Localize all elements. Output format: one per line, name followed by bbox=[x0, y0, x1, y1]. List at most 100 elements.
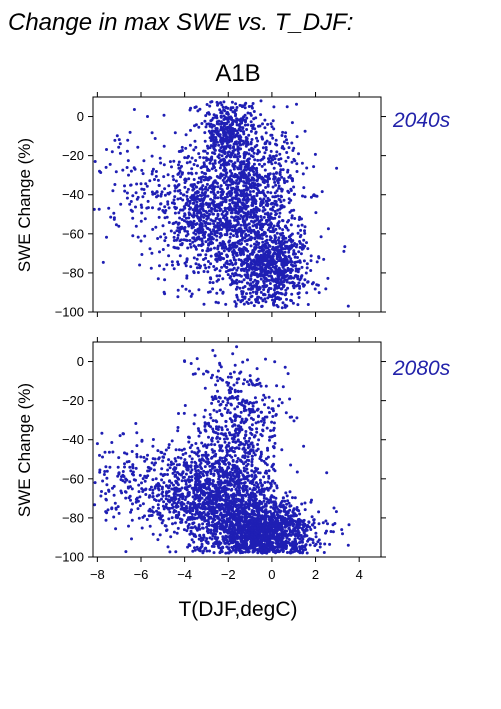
scatter-point bbox=[250, 201, 254, 205]
scatter-point bbox=[156, 178, 160, 182]
scatter-point bbox=[212, 141, 216, 145]
scatter-point bbox=[237, 210, 241, 214]
scatter-point bbox=[282, 517, 286, 520]
scatter-point bbox=[161, 224, 165, 228]
scatter-point bbox=[190, 460, 194, 464]
scatter-point bbox=[154, 170, 158, 173]
scatter-point bbox=[295, 506, 299, 509]
scatter-point bbox=[303, 129, 307, 133]
scatter-point bbox=[218, 217, 222, 221]
scatter-point bbox=[252, 162, 256, 166]
scatter-point bbox=[259, 257, 263, 261]
scatter-point bbox=[183, 181, 187, 185]
scatter-point bbox=[229, 283, 233, 287]
scatter-point bbox=[309, 528, 313, 531]
scatter-point bbox=[241, 286, 245, 290]
scatter-point bbox=[269, 191, 273, 195]
scatter-point bbox=[269, 258, 273, 261]
scatter-point bbox=[262, 181, 266, 185]
scatter-point bbox=[184, 178, 188, 182]
scatter-point bbox=[268, 142, 272, 146]
scatter-point bbox=[217, 540, 221, 544]
scatter-point bbox=[244, 163, 248, 167]
scatter-point bbox=[273, 209, 277, 213]
scatter-point bbox=[176, 233, 180, 237]
scatter-point bbox=[305, 241, 308, 245]
scatter-point bbox=[271, 205, 275, 209]
y-tick-labels-2040s: 0−20−40−60−80−100 bbox=[55, 109, 84, 319]
scatter-point bbox=[129, 200, 133, 203]
scatter-point bbox=[272, 503, 276, 507]
scatter-point bbox=[262, 253, 265, 257]
scatter-point bbox=[278, 257, 282, 261]
scatter-point bbox=[233, 216, 236, 220]
scatter-point bbox=[175, 229, 179, 233]
scatter-point bbox=[286, 228, 290, 232]
scatter-point bbox=[255, 194, 259, 197]
scatter-point bbox=[176, 189, 180, 193]
scatter-point bbox=[272, 303, 276, 307]
scatter-point bbox=[261, 263, 265, 267]
scatter-point bbox=[167, 184, 171, 188]
scatter-point bbox=[257, 241, 261, 245]
scatter-point bbox=[273, 180, 277, 184]
scatter-point bbox=[232, 258, 236, 262]
scatter-point bbox=[200, 213, 204, 217]
scatter-point bbox=[206, 260, 210, 263]
scatter-point bbox=[231, 182, 235, 186]
scatter-point bbox=[213, 159, 217, 163]
scatter-point bbox=[123, 184, 126, 188]
scatter-point bbox=[258, 197, 262, 201]
scatter-point bbox=[185, 274, 189, 278]
scatter-point bbox=[283, 303, 287, 307]
scatter-point bbox=[273, 500, 277, 504]
scatter-point bbox=[241, 262, 245, 266]
scatter-point bbox=[259, 296, 263, 300]
scatter-point bbox=[187, 154, 190, 158]
scatter-point bbox=[200, 194, 204, 198]
scatter-point bbox=[248, 215, 252, 219]
scatter-point bbox=[261, 122, 264, 126]
scatter-point bbox=[263, 481, 267, 484]
scatter-point bbox=[251, 155, 255, 159]
scatter-point bbox=[290, 216, 294, 220]
period-label-2080s: 2080s bbox=[392, 357, 451, 380]
scatter-point bbox=[230, 278, 234, 282]
scatter-point bbox=[300, 539, 304, 543]
scatter-point bbox=[167, 221, 171, 224]
scatter-point bbox=[259, 99, 263, 103]
scatter-point bbox=[291, 280, 295, 284]
scatter-point bbox=[231, 253, 235, 257]
scatter-point bbox=[260, 237, 264, 241]
scatter-point bbox=[234, 229, 238, 233]
scatter-point bbox=[236, 221, 240, 225]
scatter-point bbox=[272, 224, 276, 228]
scatter-point bbox=[274, 277, 278, 281]
scatter-point bbox=[209, 218, 213, 222]
scatter-point bbox=[312, 193, 316, 197]
panel-2040s: 2040s SWE Change (%) 0−20−40−60−80−100 bbox=[15, 92, 451, 320]
scatter-point bbox=[194, 262, 198, 266]
scatter-point bbox=[211, 287, 215, 291]
scatter-point bbox=[264, 186, 268, 189]
scatter-point bbox=[254, 255, 258, 259]
scatter-point bbox=[268, 282, 272, 285]
scatter-point bbox=[202, 258, 205, 261]
scatter-point bbox=[224, 199, 228, 203]
scatter-point bbox=[250, 259, 254, 263]
scatter-point bbox=[280, 287, 284, 291]
scatter-point bbox=[212, 113, 216, 117]
scatter-point bbox=[200, 227, 204, 231]
scatter-point bbox=[331, 530, 335, 534]
scatter-point bbox=[244, 119, 247, 122]
scatter-point bbox=[204, 185, 208, 189]
scatter-point bbox=[276, 224, 279, 228]
scatter-point bbox=[287, 146, 291, 150]
scatter-point bbox=[114, 170, 118, 174]
scatter-point bbox=[218, 531, 222, 535]
scatter-point bbox=[230, 228, 234, 232]
scatter-point bbox=[129, 183, 133, 187]
scatter-point bbox=[293, 242, 297, 245]
scatter-point bbox=[273, 157, 277, 161]
